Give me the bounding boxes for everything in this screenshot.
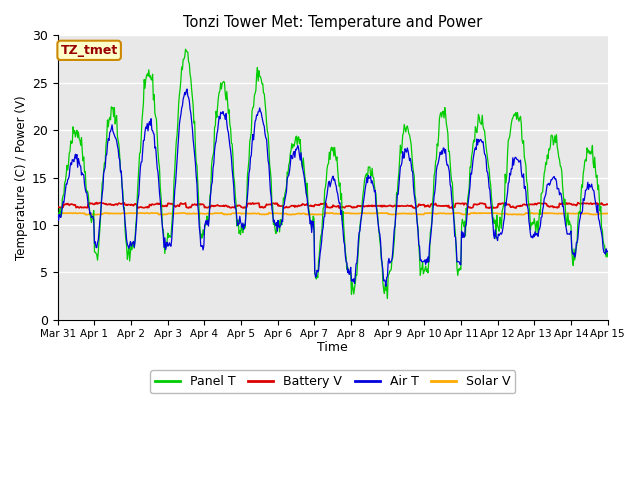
Line: Battery V: Battery V: [58, 203, 608, 208]
Battery V: [417, 203, 424, 208]
Solar V: [417, 212, 424, 217]
Air T: [54, 212, 61, 217]
Solar V: [64, 211, 72, 216]
Y-axis label: Temperature (C) / Power (V): Temperature (C) / Power (V): [15, 95, 28, 260]
Battery V: [206, 205, 214, 211]
Air T: [417, 257, 425, 263]
Panel T: [64, 167, 72, 173]
Battery V: [401, 203, 408, 209]
Panel T: [206, 192, 214, 198]
Solar V: [177, 210, 185, 216]
Air T: [120, 209, 128, 215]
Panel T: [120, 204, 128, 210]
Solar V: [471, 210, 479, 216]
Solar V: [54, 210, 61, 216]
Text: TZ_tmet: TZ_tmet: [61, 44, 118, 57]
Solar V: [120, 211, 128, 216]
Air T: [183, 86, 191, 92]
Solar V: [401, 211, 408, 216]
Legend: Panel T, Battery V, Air T, Solar V: Panel T, Battery V, Air T, Solar V: [150, 370, 515, 393]
Panel T: [54, 210, 61, 216]
Battery V: [604, 202, 612, 207]
Air T: [382, 283, 390, 289]
Solar V: [159, 212, 167, 217]
Line: Panel T: Panel T: [58, 49, 608, 299]
Line: Solar V: Solar V: [58, 213, 608, 215]
Battery V: [64, 201, 72, 206]
Panel T: [176, 86, 184, 92]
Panel T: [604, 254, 612, 260]
Line: Air T: Air T: [58, 89, 608, 286]
Solar V: [206, 210, 214, 216]
Battery V: [177, 200, 185, 206]
Air T: [176, 116, 184, 121]
Air T: [64, 177, 72, 182]
Battery V: [93, 200, 100, 205]
Solar V: [604, 211, 612, 216]
Panel T: [383, 296, 391, 301]
Panel T: [182, 47, 189, 52]
Battery V: [121, 202, 129, 208]
Battery V: [449, 205, 456, 211]
Air T: [206, 201, 214, 206]
Panel T: [417, 266, 425, 272]
X-axis label: Time: Time: [317, 341, 348, 354]
Title: Tonzi Tower Met: Temperature and Power: Tonzi Tower Met: Temperature and Power: [183, 15, 483, 30]
Air T: [401, 146, 409, 152]
Panel T: [401, 126, 409, 132]
Air T: [604, 249, 612, 254]
Battery V: [54, 204, 61, 210]
